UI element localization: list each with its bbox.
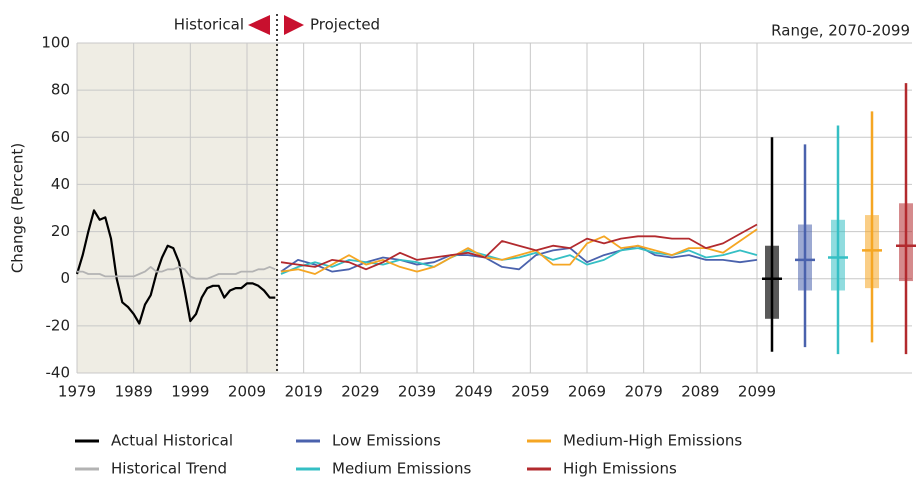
- projected-label: Projected: [310, 16, 380, 34]
- series-line: [280, 228, 758, 275]
- legend-label: Low Emissions: [332, 432, 441, 450]
- y-tick-label: 100: [41, 34, 70, 52]
- x-tick-label: 2009: [228, 383, 266, 401]
- y-tick-label: 40: [51, 175, 70, 193]
- x-tick-label: 1979: [58, 383, 96, 401]
- y-tick-label: 0: [60, 269, 70, 287]
- y-tick-label: -40: [46, 364, 71, 382]
- legend-label: Historical Trend: [111, 460, 227, 478]
- x-tick-label: 2059: [511, 383, 549, 401]
- series-line: [280, 244, 758, 273]
- x-tick-label: 2069: [568, 383, 606, 401]
- range-label: Range, 2070-2099: [771, 22, 910, 40]
- legend-label: Actual Historical: [111, 432, 233, 450]
- legend-label: High Emissions: [563, 460, 677, 478]
- x-tick-label: 2089: [681, 383, 719, 401]
- right-arrow: [284, 15, 304, 35]
- y-tick-label: 80: [51, 81, 70, 99]
- series-line: [75, 209, 276, 325]
- x-tick-label: 2019: [285, 383, 323, 401]
- y-tick-label: 60: [51, 128, 70, 146]
- x-tick-label: 2099: [738, 383, 776, 401]
- x-tick-label: 2029: [341, 383, 379, 401]
- x-tick-label: 2049: [455, 383, 493, 401]
- x-tick-label: 2039: [398, 383, 436, 401]
- y-tick-label: 20: [51, 222, 70, 240]
- series-line: [280, 223, 758, 271]
- legend-label: Medium Emissions: [332, 460, 471, 478]
- historical-shade: [77, 43, 279, 373]
- x-tick-label: 1999: [171, 383, 209, 401]
- legend-label: Medium-High Emissions: [563, 432, 742, 450]
- x-tick-label: 2079: [625, 383, 663, 401]
- left-arrow: [248, 15, 270, 35]
- x-tick-label: 1989: [115, 383, 153, 401]
- series-line: [77, 266, 276, 280]
- y-axis-label: Change (Percent): [9, 143, 27, 273]
- historical-label: Historical: [174, 16, 244, 34]
- y-tick-label: -20: [46, 316, 71, 334]
- grid: [76, 42, 912, 374]
